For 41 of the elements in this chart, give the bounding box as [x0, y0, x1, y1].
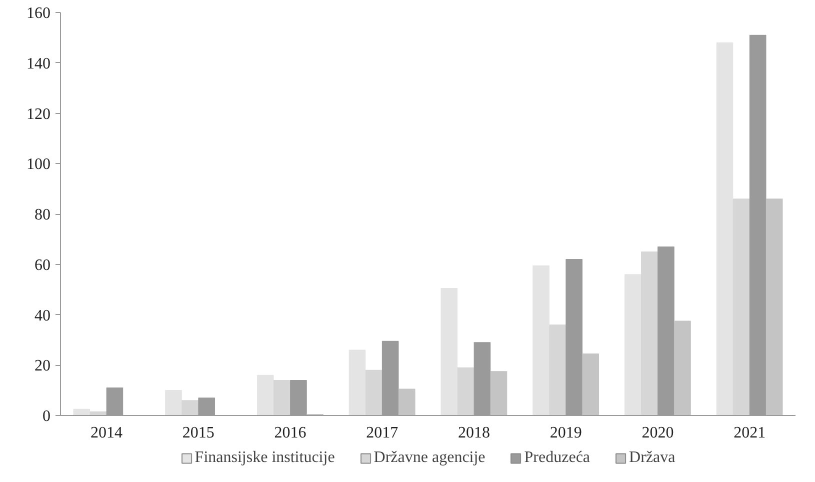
x-tick-label: 2016	[274, 424, 306, 442]
y-tick-label: 160	[26, 5, 50, 22]
y-tick-label: 0	[42, 408, 50, 425]
x-tick-label: 2020	[642, 424, 674, 442]
bar	[365, 370, 382, 416]
bar	[549, 324, 566, 416]
bar	[732, 198, 750, 416]
legend-label: Finansijske institucije	[194, 449, 335, 467]
bar	[440, 288, 458, 416]
bar	[674, 320, 691, 416]
bar	[766, 198, 783, 416]
legend-label: Preduzeća	[524, 449, 590, 467]
bar	[582, 353, 600, 416]
legend-label: Državne agencije	[374, 449, 486, 467]
bar	[165, 390, 182, 416]
bar	[641, 251, 658, 416]
bar	[490, 371, 508, 416]
y-tick-label: 100	[26, 156, 50, 174]
bar	[457, 367, 474, 416]
bar	[624, 274, 642, 416]
bar	[532, 265, 550, 416]
bar	[73, 408, 90, 416]
y-tick-label: 60	[34, 256, 50, 274]
x-tick-label: 2015	[182, 424, 214, 442]
x-tick-label: 2018	[458, 424, 490, 442]
y-tick-label: 120	[26, 106, 50, 123]
bar	[256, 374, 274, 416]
bar	[398, 388, 416, 416]
bar	[274, 380, 290, 416]
bar	[716, 42, 734, 416]
legend-label: Država	[629, 449, 676, 467]
bar	[348, 350, 366, 416]
x-tick-label: 2014	[90, 424, 122, 442]
bar	[182, 400, 198, 416]
y-tick-label: 40	[34, 307, 50, 324]
y-tick-label: 20	[34, 358, 50, 375]
x-tick-label: 2021	[734, 424, 766, 442]
x-tick-label: 2017	[366, 424, 398, 442]
y-tick-label: 80	[34, 206, 50, 224]
y-tick-label: 140	[26, 55, 50, 72]
x-tick-label: 2019	[550, 424, 582, 442]
